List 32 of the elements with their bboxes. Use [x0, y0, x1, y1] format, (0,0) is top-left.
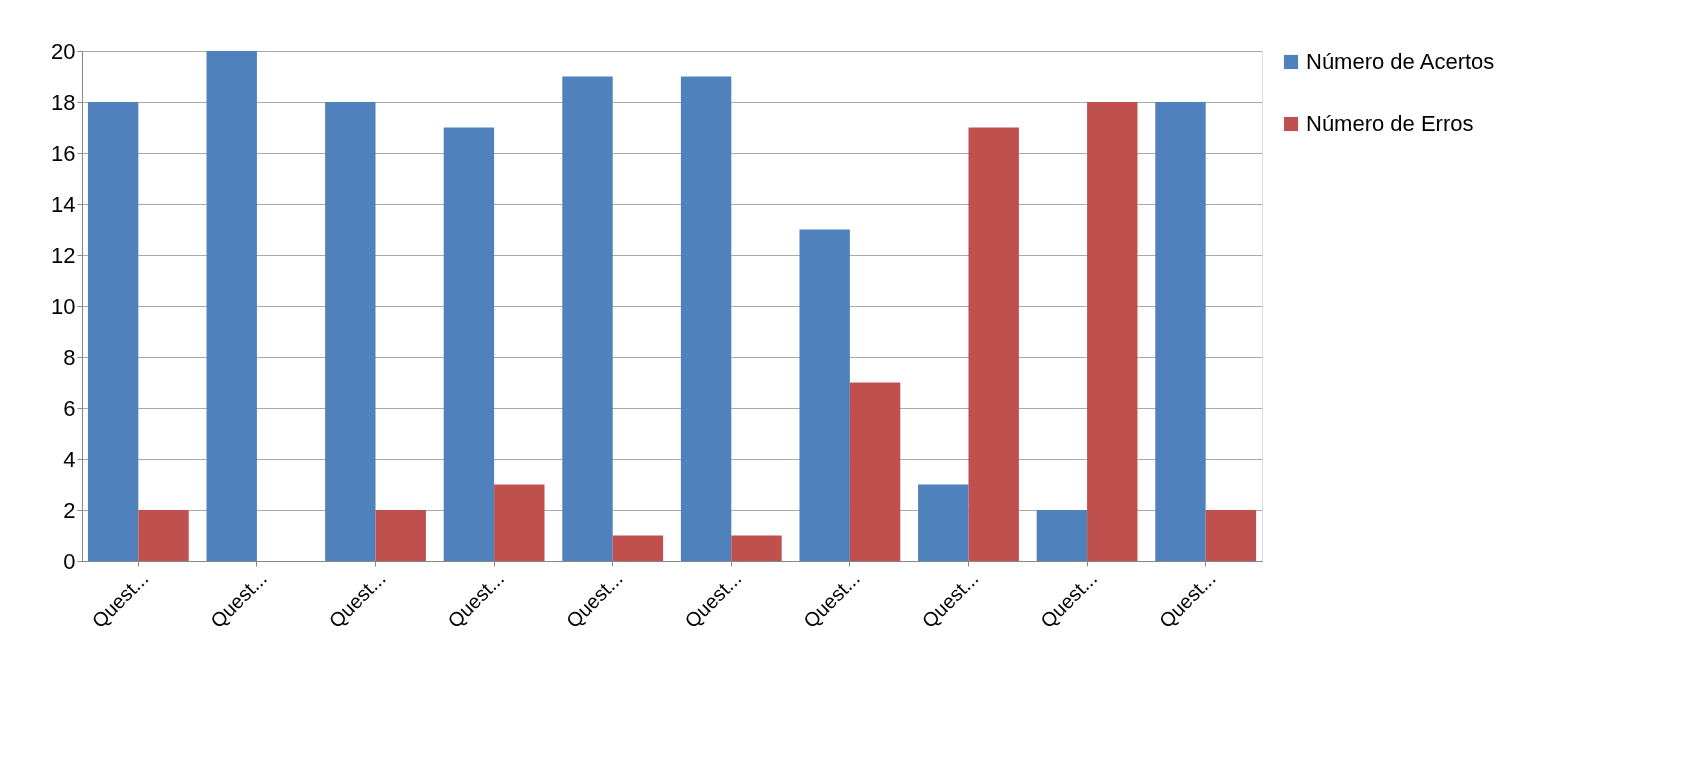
bar: [1087, 102, 1138, 561]
y-tick-label: 14: [51, 191, 76, 217]
bar: [443, 127, 495, 561]
y-tick-label: 18: [51, 89, 76, 115]
bar: [87, 102, 139, 561]
y-tick-label: 8: [63, 344, 76, 370]
y-tick-label: 10: [51, 293, 76, 319]
bar: [918, 484, 969, 561]
y-tick-label: 6: [63, 395, 76, 421]
bar: [325, 102, 376, 561]
y-tick-label: 20: [51, 38, 76, 64]
y-tick-label: 0: [63, 548, 76, 574]
bar: [1205, 510, 1257, 561]
bar: [799, 229, 850, 561]
y-tick-label: 4: [63, 446, 76, 472]
y-tick-label: 12: [51, 242, 76, 268]
bar: [562, 76, 613, 561]
y-tick-label: 2: [63, 497, 76, 523]
bar: [731, 535, 782, 561]
bar: [375, 510, 426, 561]
legend-label: Número de Erros: [1306, 111, 1474, 136]
bar: [612, 535, 664, 561]
bar: [849, 382, 901, 561]
bar: [1036, 510, 1088, 561]
bar: [1155, 102, 1206, 561]
legend-label: Número de Acertos: [1306, 49, 1495, 74]
y-tick-label: 16: [51, 140, 76, 166]
bar: [494, 484, 545, 561]
bar: [138, 510, 189, 561]
bar: [968, 127, 1019, 561]
bar: [680, 76, 732, 561]
bar: [206, 51, 257, 561]
